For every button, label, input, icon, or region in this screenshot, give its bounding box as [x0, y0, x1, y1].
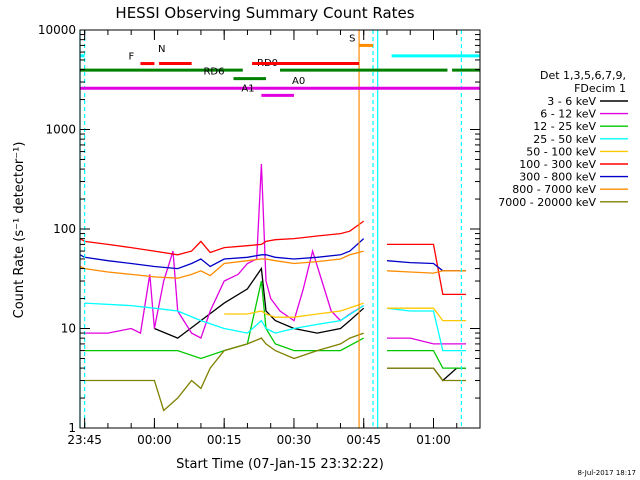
x-tick-label-4: 00:45	[346, 433, 381, 447]
x-tick-label-0: 23:45	[67, 433, 102, 447]
series-line-7	[79, 250, 466, 279]
y-axis-label: Count Rate (s⁻¹ detector⁻¹)	[12, 142, 27, 319]
series-line-0	[154, 266, 466, 382]
legend-entry-4: 50 - 100 keV	[526, 145, 596, 158]
legend-entry-8: 7000 - 20000 keV	[498, 196, 596, 209]
legend-header-line-1: Det 1,3,5,6,7,9,	[540, 69, 626, 82]
y-tick-label-0: 1	[68, 421, 76, 435]
x-tick-label-1: 00:00	[137, 433, 172, 447]
series-line-4	[224, 302, 466, 322]
legend-entry-2: 12 - 25 keV	[533, 120, 596, 133]
state-label-3: S	[349, 33, 355, 44]
series-line-5	[79, 220, 466, 296]
x-tick-label-3: 00:30	[277, 433, 312, 447]
series-line-6	[79, 238, 466, 272]
y-axis-ticks: 1 10 100 1000 10000	[38, 23, 480, 435]
legend-entry-1: 6 - 12 keV	[540, 108, 596, 121]
state-label-1: F	[128, 52, 134, 63]
footer-timestamp: 8-Jul-2017 18:17	[577, 469, 636, 477]
series-line-3	[84, 302, 466, 352]
chart-title: HESSI Observing Summary Count Rates	[115, 4, 414, 22]
y-tick-label-3: 1000	[45, 123, 76, 137]
y-tick-label-2: 100	[53, 222, 76, 236]
x-axis-ticks: 23:45 00:00 00:15 00:30 00:45 01:00	[67, 30, 458, 447]
state-label-7: A1	[241, 83, 254, 94]
legend-entry-0: 3 - 6 keV	[547, 95, 596, 108]
legend-entry-6: 300 - 800 keV	[519, 171, 596, 184]
legend-entry-5: 100 - 300 keV	[519, 158, 596, 171]
x-axis-label: Start Time (07-Jan-15 23:32:22)	[176, 457, 384, 472]
x-tick-label-5: 01:00	[416, 433, 451, 447]
y-tick-label-4: 10000	[38, 23, 76, 37]
plot-area: NFRD0SRD6A0A111010010001000023:4500:0000…	[38, 23, 481, 447]
y-tick-label-1: 10	[61, 322, 76, 336]
x-tick-label-2: 00:15	[207, 433, 242, 447]
state-label-6: A0	[292, 76, 305, 87]
legend-header-line-2: FDecim 1	[574, 82, 626, 95]
series-line-1	[84, 163, 466, 345]
legend-entry-7: 800 - 7000 keV	[512, 183, 596, 196]
legend-entry-3: 25 - 50 keV	[533, 133, 596, 146]
state-label-0: N	[158, 44, 165, 55]
series-line-8	[84, 332, 466, 412]
state-label-5: RD6	[203, 67, 224, 78]
